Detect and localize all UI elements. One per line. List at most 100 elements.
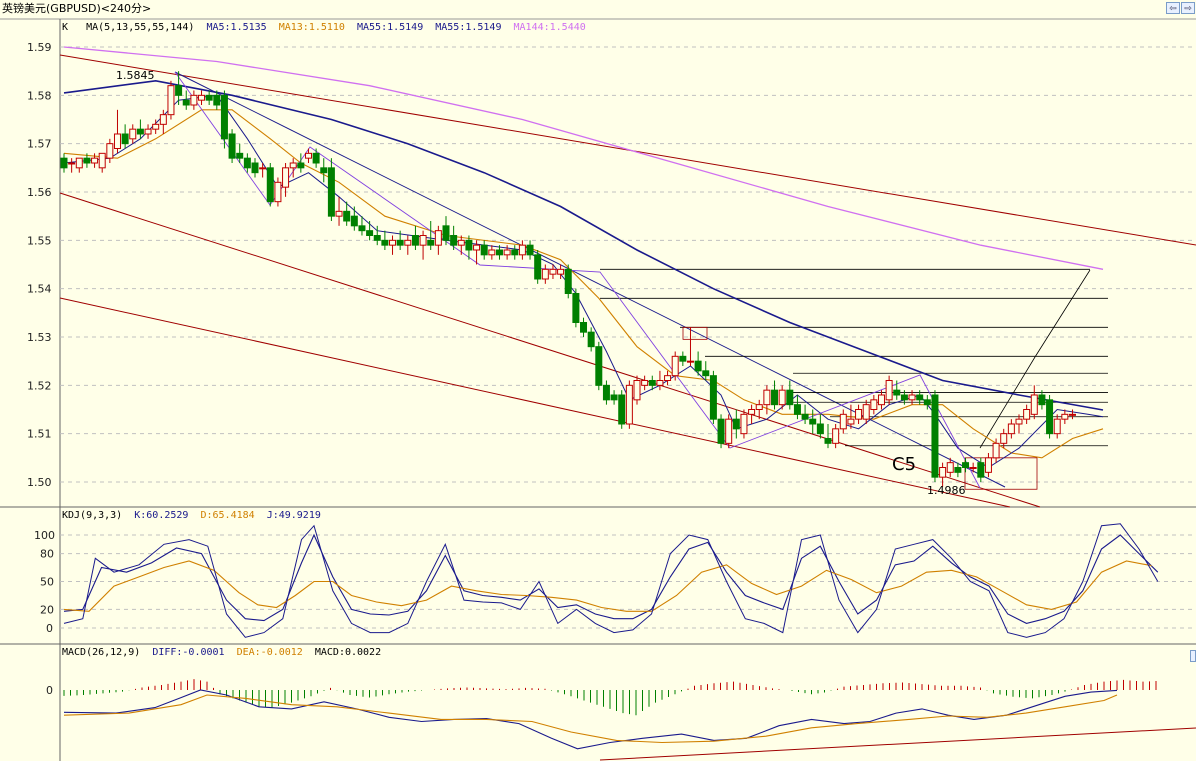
y-tick-label: 1.56 — [27, 186, 52, 199]
candle-body — [488, 249, 496, 256]
candle-body — [702, 370, 710, 377]
candle-body — [877, 394, 885, 406]
candle-body — [366, 230, 374, 236]
candle-body — [816, 423, 824, 435]
candle-body — [778, 389, 786, 406]
candle-body — [434, 230, 442, 246]
candle-body — [763, 389, 771, 406]
y-tick-label: 0 — [46, 622, 53, 635]
candle-body — [495, 249, 503, 256]
candle-body — [755, 404, 763, 410]
trend-line — [174, 71, 1006, 488]
y-tick-label: 1.59 — [27, 41, 52, 54]
candle-body — [962, 462, 970, 468]
y-tick-label: 1.58 — [27, 89, 52, 102]
y-tick-label: 1.54 — [27, 283, 52, 296]
candle-body — [572, 292, 580, 323]
candle-body — [832, 428, 840, 444]
kdj-k-line — [63, 533, 1159, 624]
wave-label-c5: C5 — [892, 454, 916, 475]
candle-body — [557, 268, 565, 275]
candle-body — [587, 331, 595, 348]
kdj-j-line — [63, 523, 1159, 638]
candle-body — [518, 244, 526, 256]
candle-body — [220, 94, 228, 140]
candle-body — [282, 167, 290, 188]
candle-body — [320, 167, 328, 174]
candle-body — [992, 442, 1000, 459]
candle-body — [679, 355, 687, 362]
candle-body — [136, 128, 144, 135]
candle-body — [969, 466, 977, 469]
candle-body — [725, 418, 733, 444]
candle-body — [1000, 433, 1008, 444]
candle-body — [908, 394, 916, 401]
candle-body — [977, 462, 985, 478]
low-price-label: 1.4986 — [927, 484, 966, 497]
candle-body — [870, 399, 878, 410]
candle-body — [1038, 394, 1046, 406]
candle-body — [236, 152, 244, 159]
candle-body — [984, 457, 992, 473]
candle-body — [954, 466, 962, 473]
candle-body — [931, 394, 939, 478]
candle-body — [1061, 413, 1069, 420]
candle-body — [610, 394, 618, 401]
candle-body — [304, 152, 312, 159]
wave-line — [174, 71, 981, 489]
candle-body — [411, 234, 419, 246]
candle-body — [809, 418, 817, 425]
candle-body — [373, 234, 381, 241]
candle-body — [182, 99, 190, 106]
kdj-legend: KDJ(9,3,3) K:60.2529 D:65.4184 J:49.9219 — [62, 510, 321, 521]
macd-panel-handle[interactable] — [1190, 650, 1196, 662]
candle-body — [91, 157, 99, 164]
candle-body — [427, 239, 435, 246]
candle-body — [190, 94, 198, 106]
candle-body — [243, 157, 251, 169]
candle-body — [656, 379, 664, 386]
macd-dea-line — [63, 694, 1118, 744]
candle-body — [580, 321, 588, 333]
candle-body — [923, 399, 931, 406]
candle-body — [633, 379, 641, 401]
scroll-right-icon[interactable]: ⇨ — [1181, 2, 1195, 14]
candle-body — [98, 152, 106, 169]
macd-series — [63, 679, 1157, 750]
candle-body — [732, 418, 740, 430]
candle-body — [274, 181, 282, 203]
candle-body — [916, 394, 924, 401]
candle-body — [106, 143, 114, 159]
scroll-left-icon[interactable]: ⇦ — [1166, 2, 1180, 14]
candle-body — [68, 162, 76, 165]
candle-body — [625, 384, 633, 425]
candle-body — [1015, 418, 1023, 425]
candle-body — [312, 152, 320, 164]
candle-body — [83, 157, 91, 164]
candle-body — [893, 389, 901, 396]
candle-body — [641, 379, 649, 386]
y-tick-label: 80 — [40, 548, 54, 561]
ma55-line — [63, 79, 1104, 411]
candle-body — [664, 375, 672, 381]
elliott-wave-lines — [174, 71, 981, 489]
y-tick-label: 20 — [40, 603, 54, 616]
candle-body — [60, 157, 68, 169]
candle-body — [671, 355, 679, 377]
candle-body — [694, 360, 702, 372]
candle-body — [350, 215, 358, 227]
candle-body — [839, 413, 847, 430]
candle-body — [847, 418, 855, 425]
y-tick-label: 0 — [46, 684, 53, 697]
candle-body — [266, 167, 274, 203]
y-tick-label: 1.55 — [27, 234, 52, 247]
candle-body — [113, 133, 121, 149]
candle-body — [1023, 408, 1031, 420]
candle-body — [618, 394, 626, 425]
candle-body — [144, 128, 152, 135]
y-tick-label: 1.57 — [27, 138, 52, 151]
ma5-line — [63, 94, 1104, 469]
candle-body — [748, 408, 756, 415]
channel-line — [59, 297, 1011, 508]
